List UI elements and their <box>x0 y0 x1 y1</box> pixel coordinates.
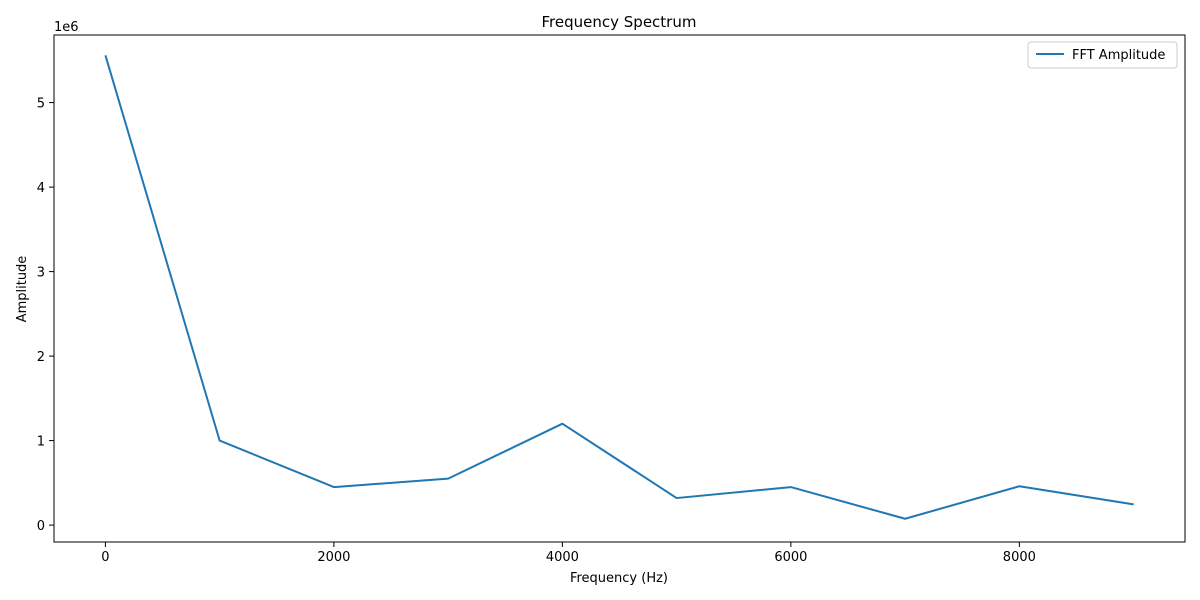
legend: FFT Amplitude <box>1027 41 1178 69</box>
y-tick-label: 1 <box>37 435 45 450</box>
y-axis-ticks: 0 1 2 3 4 5 <box>37 97 54 534</box>
y-axis-offset-label: 1e6 <box>54 20 79 35</box>
y-axis-label: Amplitude <box>15 256 30 323</box>
x-axis-ticks: 0 2000 4000 6000 8000 <box>101 542 1036 565</box>
y-tick-label: 0 <box>37 519 45 534</box>
y-tick-label: 3 <box>37 266 45 281</box>
x-tick-label: 2000 <box>317 550 350 565</box>
series-line-fft-amplitude <box>104 54 1134 520</box>
legend-label: FFT Amplitude <box>1072 48 1165 63</box>
x-tick-label: 6000 <box>774 550 807 565</box>
x-tick-label: 4000 <box>546 550 579 565</box>
x-tick-label: 0 <box>101 550 109 565</box>
plot-frame <box>53 34 1186 543</box>
plot-area <box>104 54 1134 520</box>
x-axis-label: Frequency (Hz) <box>570 571 668 586</box>
legend-box <box>1027 41 1178 69</box>
chart-title: Frequency Spectrum <box>542 13 697 31</box>
y-tick-label: 2 <box>37 350 45 365</box>
y-tick-label: 5 <box>37 97 45 112</box>
x-tick-label: 8000 <box>1003 550 1036 565</box>
y-tick-label: 4 <box>37 181 45 196</box>
